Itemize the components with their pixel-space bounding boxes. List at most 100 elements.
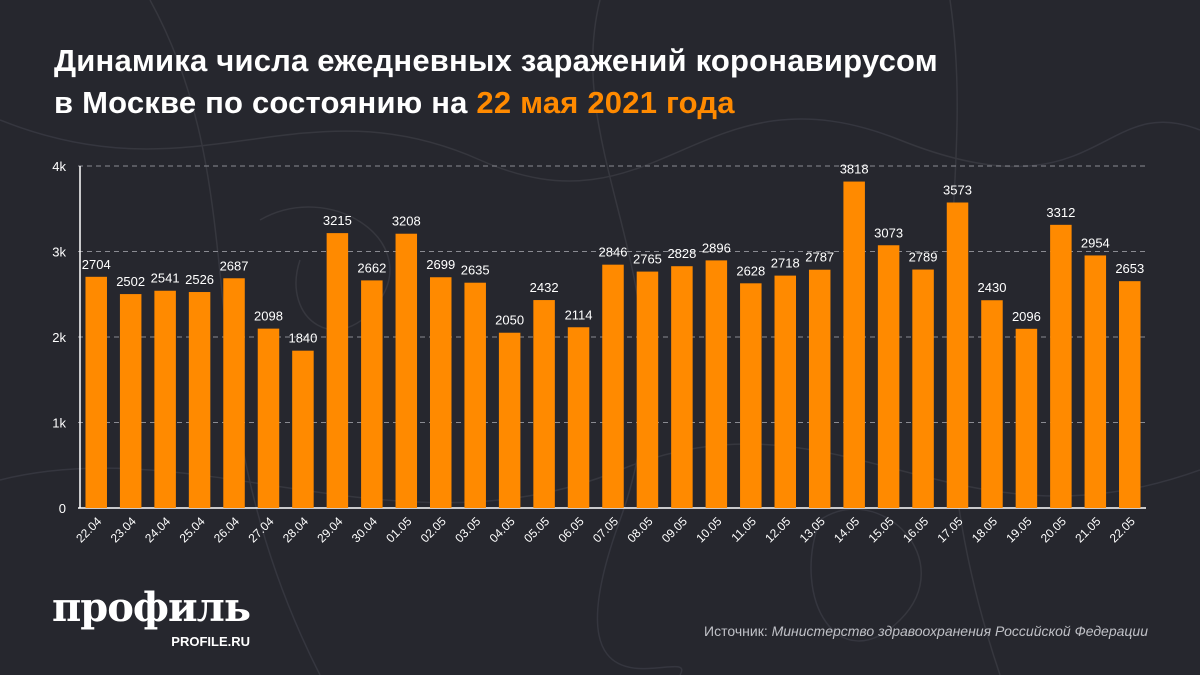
x-tick-label: 22.04 <box>73 514 104 545</box>
x-tick-label: 16.05 <box>900 514 931 545</box>
bar <box>1084 255 1107 508</box>
x-tick-label: 20.05 <box>1038 514 1069 545</box>
bar <box>981 300 1003 508</box>
data-label: 2541 <box>151 271 180 286</box>
bar <box>498 332 521 508</box>
x-tick-label: 09.05 <box>659 514 690 545</box>
data-label: 2050 <box>495 313 524 328</box>
bar <box>85 276 107 508</box>
bar <box>671 266 693 508</box>
bar <box>705 260 728 508</box>
data-label: 2896 <box>702 240 731 255</box>
data-label: 2828 <box>667 246 696 261</box>
x-tick-label: 01.05 <box>383 514 414 545</box>
data-label: 2430 <box>978 280 1007 295</box>
x-tick-label: 24.04 <box>142 514 173 545</box>
bar <box>292 350 314 508</box>
x-tick-label: 18.05 <box>969 514 1000 545</box>
bar <box>877 245 900 509</box>
bar <box>257 328 280 508</box>
bar <box>567 327 590 508</box>
x-tick-label: 07.05 <box>590 514 621 545</box>
bar <box>533 300 555 508</box>
data-label: 2954 <box>1081 235 1110 250</box>
data-label: 1840 <box>288 331 317 346</box>
x-tick-label: 22.05 <box>1107 514 1138 545</box>
data-label: 2662 <box>357 260 386 275</box>
chart-title: Динамика числа ежедневных заражений коро… <box>54 40 938 124</box>
x-tick-label: 10.05 <box>693 514 724 545</box>
y-tick-label: 3k <box>52 245 66 260</box>
x-tick-label: 29.04 <box>314 514 345 545</box>
bar <box>1119 281 1141 508</box>
data-label: 3208 <box>392 214 421 229</box>
x-tick-label: 25.04 <box>177 514 208 545</box>
x-tick-label: 19.05 <box>1003 514 1034 545</box>
data-label: 2789 <box>909 250 938 265</box>
source-prefix: Источник: <box>704 623 772 639</box>
data-label: 2628 <box>736 263 765 278</box>
bar <box>395 233 418 508</box>
data-label: 3818 <box>840 162 869 177</box>
source-note: Источник: Министерство здравоохранения Р… <box>704 623 1148 639</box>
bar <box>429 277 452 508</box>
data-label: 2704 <box>82 257 111 272</box>
y-tick-label: 4k <box>52 159 66 174</box>
data-label: 2098 <box>254 309 283 324</box>
bar <box>188 292 211 508</box>
x-tick-label: 28.04 <box>280 514 311 545</box>
y-tick-label: 1k <box>52 416 66 431</box>
bar <box>119 294 142 508</box>
bar <box>740 283 762 508</box>
data-label: 2114 <box>565 307 593 322</box>
bar <box>808 269 831 508</box>
y-tick-label: 0 <box>59 501 66 516</box>
bar <box>1050 224 1072 508</box>
data-label: 2846 <box>599 245 628 260</box>
data-label: 2787 <box>805 250 834 265</box>
x-tick-label: 12.05 <box>762 514 793 545</box>
bar <box>636 271 659 508</box>
bar <box>326 233 349 508</box>
x-tick-label: 08.05 <box>624 514 655 545</box>
bar <box>1015 328 1038 508</box>
bar <box>843 181 865 508</box>
x-tick-label: 23.04 <box>108 514 139 545</box>
x-tick-label: 13.05 <box>797 514 828 545</box>
bar <box>946 202 969 509</box>
bar <box>154 290 176 508</box>
data-label: 2432 <box>530 280 559 295</box>
data-label: 2635 <box>461 263 490 278</box>
x-tick-label: 27.04 <box>245 514 276 545</box>
x-tick-label: 30.04 <box>349 514 380 545</box>
data-label: 2526 <box>185 272 214 287</box>
title-line-2: в Москве по состоянию на 22 мая 2021 год… <box>54 82 938 124</box>
data-label: 3573 <box>943 183 972 198</box>
logo-word: профиль <box>52 584 251 631</box>
bar <box>464 282 486 508</box>
title-date-highlight: 22 мая 2021 года <box>476 85 735 120</box>
x-tick-label: 14.05 <box>831 514 862 545</box>
logo-site: PROFILE.RU <box>171 634 251 649</box>
title-line-2-text: в Москве по состоянию на <box>54 85 477 120</box>
x-tick-label: 04.05 <box>487 514 518 545</box>
y-tick-label: 2k <box>52 330 66 345</box>
bar <box>602 264 624 508</box>
data-label: 2502 <box>116 274 145 289</box>
x-tick-label: 15.05 <box>866 514 897 545</box>
data-label: 3073 <box>874 225 903 240</box>
data-label: 2096 <box>1012 309 1041 324</box>
source-body: Министерство здравоохранения Российской … <box>771 623 1148 639</box>
data-label: 2699 <box>426 257 455 272</box>
data-label: 2765 <box>633 252 662 267</box>
title-line-1: Динамика числа ежедневных заражений коро… <box>54 43 938 78</box>
data-label: 2653 <box>1115 261 1144 276</box>
bar <box>774 275 797 508</box>
x-tick-label: 21.05 <box>1072 514 1103 545</box>
x-tick-label: 17.05 <box>935 514 966 545</box>
profile-logo: профиль PROFILE.RU <box>52 584 251 650</box>
data-label: 2718 <box>771 256 800 271</box>
data-label: 2687 <box>220 258 249 273</box>
x-tick-label: 11.05 <box>728 514 759 545</box>
